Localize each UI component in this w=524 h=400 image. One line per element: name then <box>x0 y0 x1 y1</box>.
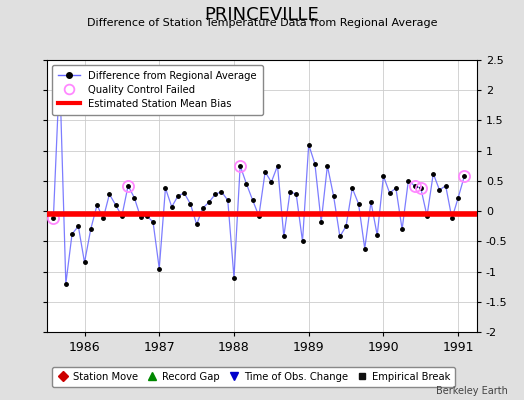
Text: Difference of Station Temperature Data from Regional Average: Difference of Station Temperature Data f… <box>87 18 437 28</box>
Legend: Station Move, Record Gap, Time of Obs. Change, Empirical Break: Station Move, Record Gap, Time of Obs. C… <box>52 367 455 387</box>
Text: Berkeley Earth: Berkeley Earth <box>436 386 508 396</box>
Text: PRINCEVILLE: PRINCEVILLE <box>205 6 319 24</box>
